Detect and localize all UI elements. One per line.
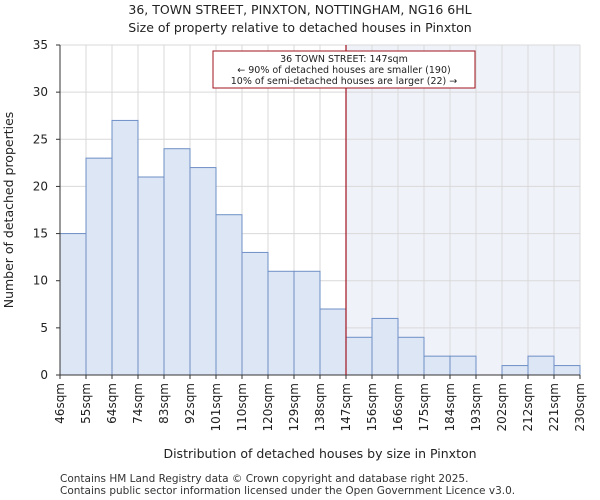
x-tick-label: 212sqm: [521, 383, 535, 431]
y-tick-label: 10: [33, 274, 48, 288]
y-tick-label: 15: [33, 227, 48, 241]
y-tick-label: 0: [40, 368, 48, 382]
x-tick-label: 101sqm: [209, 383, 223, 431]
x-tick-label: 110sqm: [235, 383, 249, 431]
y-tick-label: 30: [33, 85, 48, 99]
histogram-chart: 36 TOWN STREET: 147sqm← 90% of detached …: [1, 38, 587, 461]
histogram-bar: [423, 355, 451, 376]
y-tick-label: 5: [40, 321, 48, 335]
histogram-bar: [319, 308, 347, 376]
histogram-bar: [371, 317, 399, 376]
footer-copyright: Contains HM Land Registry data © Crown c…: [60, 473, 469, 485]
chart-subtitle: Size of property relative to detached ho…: [128, 20, 472, 35]
y-axis-title: Number of detached properties: [1, 112, 16, 309]
x-tick-label: 83sqm: [157, 383, 171, 424]
x-tick-label: 55sqm: [79, 383, 93, 424]
histogram-bar: [293, 270, 321, 376]
footer-licence: Contains public sector information licen…: [60, 485, 516, 497]
x-tick-label: 221sqm: [547, 383, 561, 431]
histogram-bar: [241, 251, 269, 376]
x-tick-label: 175sqm: [417, 383, 431, 431]
annotation-box: [212, 50, 476, 89]
y-tick-label: 20: [33, 179, 48, 193]
annotation-text-line: 10% of semi-detached houses are larger (…: [231, 76, 458, 87]
x-tick-label: 74sqm: [131, 383, 145, 424]
x-tick-label: 129sqm: [287, 383, 301, 431]
histogram-bar: [397, 336, 425, 376]
x-tick-label: 166sqm: [391, 383, 405, 431]
x-tick-label: 230sqm: [573, 383, 587, 431]
chart-title: 36, TOWN STREET, PINXTON, NOTTINGHAM, NG…: [128, 2, 472, 17]
x-tick-label: 156sqm: [365, 383, 379, 431]
x-tick-label: 184sqm: [443, 383, 457, 431]
histogram-bar: [137, 176, 165, 376]
histogram-bar: [111, 119, 139, 376]
x-tick-label: 92sqm: [183, 383, 197, 424]
histogram-bar: [527, 355, 555, 376]
histogram-bar: [501, 365, 529, 376]
histogram-bar: [345, 336, 373, 376]
histogram-bar: [85, 157, 113, 376]
x-tick-label: 46sqm: [53, 383, 67, 424]
histogram-bar: [59, 233, 87, 376]
x-tick-label: 120sqm: [261, 383, 275, 431]
x-tick-label: 138sqm: [313, 383, 327, 431]
x-tick-label: 64sqm: [105, 383, 119, 424]
histogram-bar: [449, 355, 477, 376]
annotation-text-line: ← 90% of detached houses are smaller (19…: [237, 65, 450, 76]
histogram-bar: [189, 167, 217, 376]
histogram-bar: [553, 365, 581, 376]
x-axis-title: Distribution of detached houses by size …: [163, 446, 476, 461]
y-tick-label: 25: [33, 132, 48, 146]
x-tick-label: 202sqm: [495, 383, 509, 431]
y-tick-label: 35: [33, 38, 48, 52]
annotation-text-line: 36 TOWN STREET: 147sqm: [280, 54, 408, 65]
histogram-bar: [215, 214, 243, 376]
histogram-bar: [267, 270, 295, 376]
x-tick-label: 193sqm: [469, 383, 483, 431]
x-tick-label: 147sqm: [339, 383, 353, 431]
histogram-bar: [163, 148, 191, 376]
